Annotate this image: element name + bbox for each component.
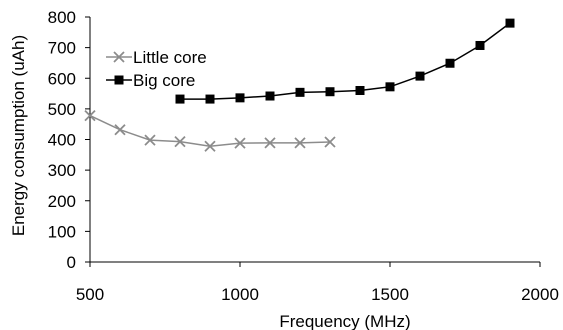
- y-tick-label: 100: [48, 222, 76, 241]
- data-point-big-core: [415, 71, 425, 81]
- y-tick-label: 500: [48, 100, 76, 119]
- data-point-big-core: [265, 91, 275, 101]
- y-axis-label: Energy consumption (uAh): [9, 35, 28, 236]
- data-point-big-core: [475, 40, 485, 50]
- x-tick-label: 500: [76, 285, 104, 304]
- legend-item-big-core: Big core: [106, 71, 195, 90]
- legend-label-big-core: Big core: [133, 71, 195, 90]
- y-tick-label: 300: [48, 161, 76, 180]
- data-point-little-core: [234, 137, 246, 149]
- data-point-little-core: [294, 137, 306, 149]
- data-point-big-core: [445, 58, 455, 68]
- y-tick-label: 600: [48, 69, 76, 88]
- series-layer: [84, 18, 515, 152]
- data-point-little-core: [114, 124, 126, 136]
- data-point-little-core: [204, 140, 216, 152]
- x-tick-label: 2000: [521, 285, 559, 304]
- y-tick-label: 200: [48, 192, 76, 211]
- y-tick-label: 700: [48, 39, 76, 58]
- data-point-little-core: [174, 136, 186, 148]
- data-point-little-core: [144, 134, 156, 146]
- data-point-big-core: [235, 93, 245, 103]
- legend-label-little-core: Little core: [133, 48, 207, 67]
- y-tick-labels: 0 100 200 300 400 500 600 700 800: [48, 8, 90, 272]
- data-point-little-core: [324, 136, 336, 148]
- y-tick-label: 400: [48, 131, 76, 150]
- series-line-little-core: [89, 114, 331, 147]
- series-big-core: [175, 18, 515, 104]
- data-point-little-core: [84, 109, 96, 122]
- data-point-big-core: [205, 94, 215, 104]
- x-tick-labels: 500 1000 1500 2000: [76, 262, 559, 304]
- data-point-big-core: [175, 94, 185, 104]
- data-point-big-core: [505, 18, 515, 28]
- x-axis-label: Frequency (MHz): [279, 312, 410, 330]
- series-little-core: [84, 109, 336, 152]
- legend-item-little-core: Little core: [106, 48, 207, 67]
- y-tick-label: 0: [67, 253, 76, 272]
- legend-marker-big-core: [114, 75, 124, 85]
- data-point-big-core: [355, 86, 365, 95]
- data-point-little-core: [264, 137, 276, 149]
- legend-marker-little-core: [113, 51, 125, 63]
- x-tick-label: 1500: [371, 285, 409, 304]
- data-point-big-core: [295, 87, 305, 97]
- y-tick-label: 800: [48, 8, 76, 27]
- data-point-big-core: [385, 82, 395, 92]
- data-point-big-core: [325, 87, 335, 97]
- legend: Little core Big core: [106, 48, 207, 90]
- series-line-big-core: [180, 22, 511, 100]
- x-tick-label: 1000: [221, 285, 259, 304]
